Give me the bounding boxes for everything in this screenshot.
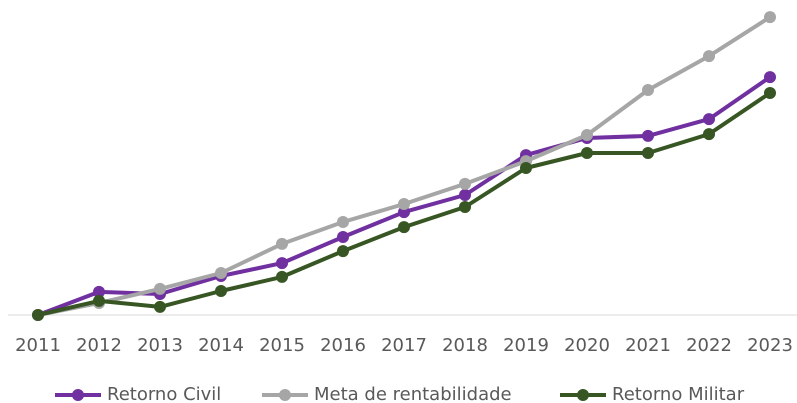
series-marker	[93, 285, 105, 298]
series-marker	[459, 177, 471, 190]
x-tick-label: 2019	[503, 335, 549, 356]
series-marker	[642, 84, 654, 96]
series-marker	[93, 294, 105, 307]
legend-marker	[72, 389, 84, 401]
series-marker	[459, 201, 471, 213]
series-marker	[520, 162, 532, 174]
series-marker	[581, 129, 593, 141]
series-marker	[337, 216, 349, 228]
series-marker	[276, 237, 288, 250]
x-tick-label: 2014	[198, 335, 244, 356]
series-marker	[337, 245, 349, 258]
series-marker	[32, 309, 44, 321]
x-tick-label: 2015	[259, 335, 305, 356]
series-marker	[398, 221, 410, 234]
x-tick-label: 2023	[747, 335, 793, 356]
series-marker	[703, 113, 715, 126]
series-marker	[154, 282, 166, 295]
series-marker	[642, 147, 654, 159]
series-marker	[703, 50, 715, 63]
series-marker	[581, 147, 593, 159]
series-marker	[215, 285, 227, 297]
series-line	[37, 75, 772, 317]
x-tick-label: 2013	[137, 335, 183, 356]
legend-label: Retorno Civil	[107, 384, 221, 403]
series-marker	[398, 198, 410, 210]
series-marker	[276, 270, 288, 283]
series-marker	[154, 300, 166, 313]
legend-label: Retorno Militar	[612, 384, 745, 403]
series-line	[37, 15, 772, 317]
series-marker	[459, 189, 471, 201]
series-marker	[703, 128, 715, 141]
x-tick-label: 2018	[442, 335, 488, 356]
series-marker	[764, 11, 776, 24]
series-marker	[276, 257, 288, 270]
x-tick-label: 2022	[686, 335, 732, 356]
x-tick-label: 2017	[381, 335, 427, 356]
legend-marker	[577, 389, 589, 401]
x-tick-label: 2020	[564, 335, 610, 356]
series-marker	[764, 87, 776, 99]
x-tick-label: 2021	[625, 335, 671, 356]
series-marker	[642, 129, 654, 142]
x-tick-label: 2011	[15, 335, 61, 356]
legend-label: Meta de rentabilidade	[314, 384, 512, 403]
series-marker	[764, 71, 776, 84]
x-tick-label: 2016	[320, 335, 366, 356]
x-tick-label: 2012	[76, 335, 122, 356]
series-marker	[215, 267, 227, 279]
series-marker	[337, 231, 349, 243]
legend-marker	[279, 389, 291, 401]
